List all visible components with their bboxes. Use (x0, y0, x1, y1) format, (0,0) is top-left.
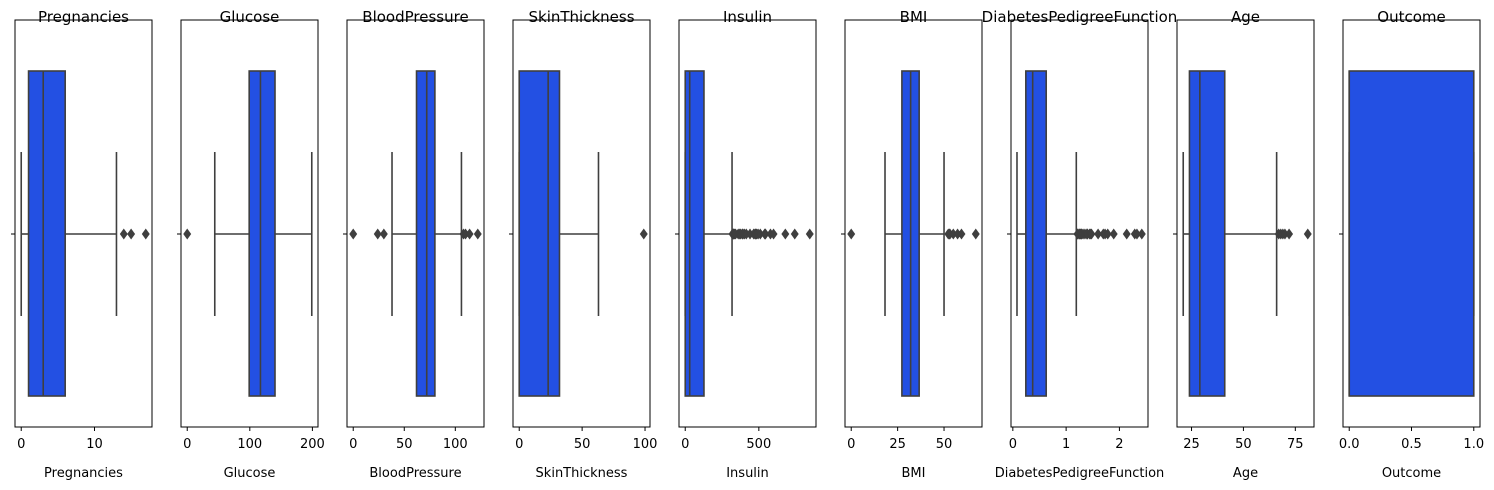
axes-frame (678, 19, 817, 428)
subplot-title: Insulin (723, 8, 772, 26)
outlier-point (1285, 228, 1294, 240)
outlier-point (349, 228, 358, 240)
x-tick-label: 100 (237, 437, 262, 452)
subplot-title: Outcome (1377, 8, 1445, 26)
x-tick-label: 50 (1235, 437, 1252, 452)
axes-frame (1010, 19, 1149, 428)
x-axis-label: SkinThickness (536, 466, 628, 481)
x-tick-label: 50 (936, 437, 953, 452)
outlier-point (1109, 228, 1118, 240)
x-tick-label: 100 (633, 437, 658, 452)
outlier-point (373, 228, 382, 240)
x-tick-label: 10 (86, 437, 103, 452)
outlier-point (473, 228, 482, 240)
x-tick-label: 0 (183, 437, 191, 452)
x-tick-label: 0 (17, 437, 25, 452)
outlier-point (790, 228, 799, 240)
x-tick-label: 25 (889, 437, 906, 452)
outlier-point (183, 228, 192, 240)
x-tick-label: 0 (1009, 437, 1017, 452)
outlier-point (379, 228, 388, 240)
subplot-title: Glucose (220, 8, 280, 26)
axes-frame (346, 19, 485, 428)
axes-frame (844, 19, 983, 428)
outlier-point (1103, 228, 1112, 240)
iqr-box (415, 70, 436, 397)
outlier-point (1303, 228, 1312, 240)
x-tick-label: 75 (1287, 437, 1304, 452)
subplot-glucose: 0 100 200 Glucose Glucose (177, 8, 325, 481)
x-tick-label: 2 (1115, 437, 1123, 452)
subplot-title: Age (1231, 8, 1260, 26)
outlier-point (847, 228, 856, 240)
x-tick-label: 100 (443, 437, 468, 452)
subplot-bloodpressure: 0 50 100 BloodPressure BloodPressure (343, 8, 485, 481)
iqr-box (1188, 70, 1226, 397)
subplot-title: BMI (900, 8, 928, 26)
x-tick-label: 50 (396, 437, 413, 452)
subplot-outcome: 0.0 0.5 1.0 Outcome Outcome (1339, 8, 1484, 481)
x-axis-label: Insulin (726, 466, 769, 481)
iqr-box (684, 70, 705, 397)
x-tick-label: 1.0 (1463, 437, 1484, 452)
outlier-point (127, 228, 136, 240)
axes-frame (512, 19, 651, 428)
outlier-point (1137, 228, 1146, 240)
outlier-point (465, 228, 474, 240)
x-tick-label: 0 (349, 437, 357, 452)
subplot-title: BloodPressure (362, 8, 468, 26)
subplot-skinthickness: 0 50 100 SkinThickness SkinThickness (509, 8, 657, 481)
x-axis-label: BMI (902, 466, 926, 481)
subplot-title: Pregnancies (38, 8, 129, 26)
subplot-pregnancies: 0 10 Pregnancies Pregnancies (11, 8, 153, 481)
x-axis-label: Outcome (1382, 466, 1441, 481)
outlier-point (119, 228, 128, 240)
outlier-point (639, 228, 648, 240)
x-axis-label: Pregnancies (44, 466, 123, 481)
x-axis-label: DiabetesPedigreeFunction (995, 466, 1165, 481)
subplot-diabetespedigreefunction: 0 1 2 DiabetesPedigreeFunction DiabetesPedig… (982, 8, 1178, 481)
subplot-title: DiabetesPedigreeFunction (982, 8, 1178, 26)
subplot-insulin: 0 500 Insulin Insulin (675, 8, 817, 481)
x-axis-label: Glucose (224, 466, 276, 481)
iqr-box (1025, 70, 1048, 397)
outlier-point (971, 228, 980, 240)
outlier-point (141, 228, 150, 240)
axes-frame (14, 19, 153, 428)
x-tick-label: 200 (300, 437, 325, 452)
x-tick-label: 50 (574, 437, 591, 452)
iqr-box (518, 70, 561, 397)
x-tick-label: 1 (1062, 437, 1070, 452)
x-tick-label: 0.0 (1339, 437, 1360, 452)
x-tick-label: 500 (746, 437, 771, 452)
outlier-point (781, 228, 790, 240)
outlier-point (805, 228, 814, 240)
x-tick-label: 0.5 (1401, 437, 1422, 452)
iqr-box (27, 70, 66, 397)
iqr-box (248, 70, 276, 397)
x-axis-label: Age (1233, 466, 1258, 481)
outlier-point (1094, 228, 1103, 240)
outlier-point (957, 228, 966, 240)
axes-frame (1176, 19, 1315, 428)
outlier-point (769, 228, 778, 240)
outlier-point (1122, 228, 1131, 240)
x-tick-label: 0 (847, 437, 855, 452)
x-tick-label: 0 (515, 437, 523, 452)
x-tick-label: 0 (681, 437, 689, 452)
x-tick-label: 25 (1183, 437, 1200, 452)
subplot-title: SkinThickness (528, 8, 634, 26)
subplot-bmi: 0 25 50 BMI BMI (841, 8, 983, 481)
subplot-age: 25 50 75 Age Age (1173, 8, 1315, 481)
x-axis-label: BloodPressure (369, 466, 461, 481)
outlier-point (1087, 228, 1096, 240)
iqr-box (1348, 70, 1475, 397)
